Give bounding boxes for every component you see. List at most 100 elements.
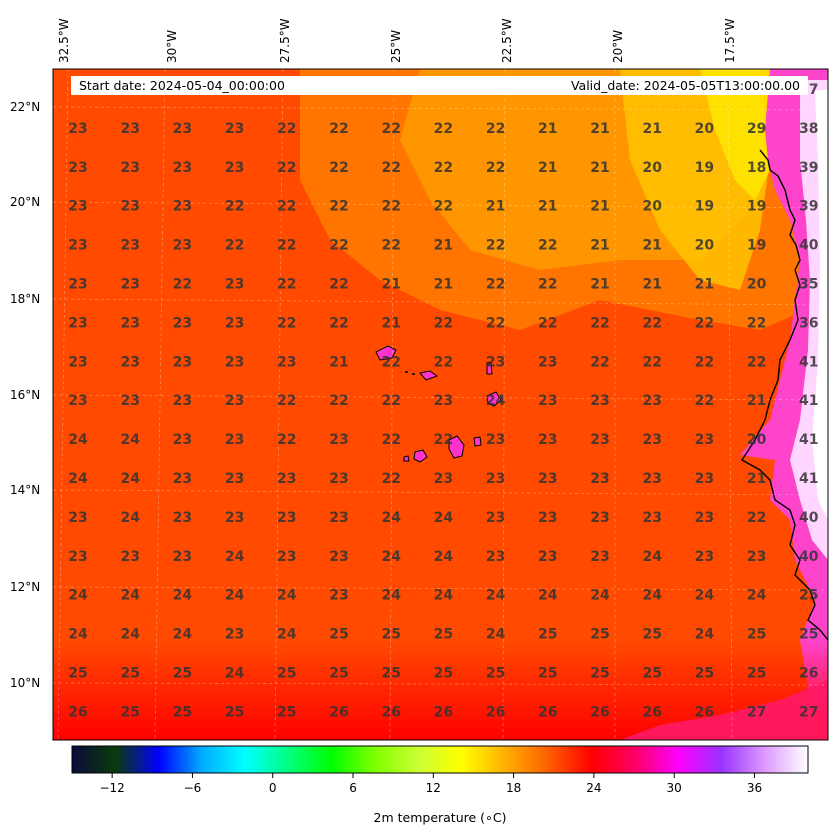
grid-value: 23: [225, 315, 244, 331]
colorbar-tick-label: 12: [426, 781, 441, 795]
lat-label: 12°N: [10, 580, 40, 594]
grid-value: 22: [434, 160, 453, 176]
grid-value: 25: [120, 704, 139, 720]
island-santiago: [448, 435, 465, 459]
grid-value: 22: [329, 160, 348, 176]
latitude-labels: 22°N 20°N 18°N 16°N 14°N 12°N 10°N: [10, 100, 40, 690]
grid-value: 22: [381, 238, 400, 254]
grid-value: 41: [799, 432, 818, 448]
grid-value: 23: [173, 471, 192, 487]
lon-label: 17.5°W: [723, 18, 737, 63]
grid-value: 25: [173, 666, 192, 682]
grid-value: 23: [120, 315, 139, 331]
grid-value: 23: [173, 432, 192, 448]
grid-value: 24: [538, 588, 558, 604]
grid-value: 22: [277, 160, 296, 176]
grid-value: 23: [642, 510, 661, 526]
grid-value: 22: [434, 432, 453, 448]
grid-value: 23: [486, 471, 505, 487]
grid-value: 23: [120, 277, 139, 293]
grid-value: 35: [799, 277, 818, 293]
grid-value: 19: [695, 199, 714, 215]
grid-value: 25: [434, 627, 453, 643]
grid-value: 25: [434, 666, 453, 682]
grid-value: 20: [642, 160, 662, 176]
grid-value: 23: [695, 549, 714, 565]
grid-value: 22: [642, 354, 661, 370]
grid-value: 40: [799, 510, 819, 526]
grid-value: 22: [277, 315, 296, 331]
grid-value: 23: [590, 393, 609, 409]
grid-value: 22: [277, 393, 296, 409]
lat-label: 16°N: [10, 388, 40, 402]
island-brava: [403, 455, 410, 462]
grid-value: 22: [695, 393, 714, 409]
grid-value: 23: [225, 393, 244, 409]
grid-value: 23: [538, 510, 557, 526]
grid-value: 21: [538, 121, 557, 137]
grid-value: 25: [747, 666, 766, 682]
grid-value: 22: [590, 315, 609, 331]
grid-value: 23: [277, 510, 296, 526]
grid-value: 21: [538, 160, 557, 176]
grid-value: 24: [486, 393, 506, 409]
grid-value: 23: [329, 471, 348, 487]
grid-value: 21: [642, 238, 661, 254]
grid-value: 21: [538, 199, 557, 215]
grid-value: 23: [225, 471, 244, 487]
colorbar-tick-label: 36: [747, 781, 762, 795]
lon-label: 25°W: [389, 30, 403, 63]
grid-value: 23: [120, 160, 139, 176]
grid-value: 21: [590, 199, 609, 215]
grid-value: 40: [799, 549, 819, 565]
grid-value: 23: [747, 549, 766, 565]
lat-label: 14°N: [10, 483, 40, 497]
longitude-labels: 32.5°W 30°W 27.5°W 25°W 22.5°W 20°W 17.5…: [57, 18, 737, 63]
grid-value: 21: [590, 160, 609, 176]
grid-value: 23: [329, 510, 348, 526]
grid-value: 25: [799, 627, 818, 643]
grid-value: 22: [486, 315, 505, 331]
grid-value: 22: [538, 277, 557, 293]
grid-value: 23: [538, 354, 557, 370]
grid-value: 24: [434, 588, 454, 604]
grid-value: 22: [590, 354, 609, 370]
yellow-core-coast: [700, 69, 770, 200]
grid-value: 25: [329, 627, 348, 643]
grid-value: 26: [590, 704, 609, 720]
grid-value: 22: [225, 238, 244, 254]
grid-value: 23: [642, 471, 661, 487]
grid-value: 23: [68, 121, 87, 137]
grid-value: 23: [590, 549, 609, 565]
grid-value-labels: 2323232323222222222221211937232323232222…: [68, 82, 819, 720]
grid-value: 22: [538, 315, 557, 331]
island-fogo: [413, 449, 428, 463]
grid-value: 23: [173, 393, 192, 409]
grid-value: 22: [747, 510, 766, 526]
grid-value: 24: [68, 471, 88, 487]
grid-value: 23: [68, 354, 87, 370]
island-sao-vicente: [419, 370, 439, 381]
grid-value: 25: [277, 666, 296, 682]
grid-value: 22: [486, 121, 505, 137]
grid-value: 23: [68, 238, 87, 254]
grid-value: 24: [68, 432, 88, 448]
grid-value: 20: [747, 277, 767, 293]
grid-value: 22: [329, 121, 348, 137]
grid-value: 21: [381, 315, 400, 331]
grid-value: 23: [173, 315, 192, 331]
grid-value: 25: [799, 588, 818, 604]
grid-value: 25: [68, 666, 87, 682]
colorbar-tick-label: 0: [269, 781, 277, 795]
grid-value: 22: [434, 121, 453, 137]
grid-value: 24: [381, 510, 401, 526]
grid-value: 21: [695, 277, 714, 293]
grid-value: 22: [173, 277, 192, 293]
island-santa-luzia-dots: [405, 371, 415, 375]
grid-value: 22: [434, 315, 453, 331]
grid-value: 21: [747, 393, 766, 409]
grid-value: 24: [120, 471, 140, 487]
grid-value: 18: [747, 160, 766, 176]
grid-value: 22: [277, 432, 296, 448]
lon-label: 22.5°W: [500, 18, 514, 63]
